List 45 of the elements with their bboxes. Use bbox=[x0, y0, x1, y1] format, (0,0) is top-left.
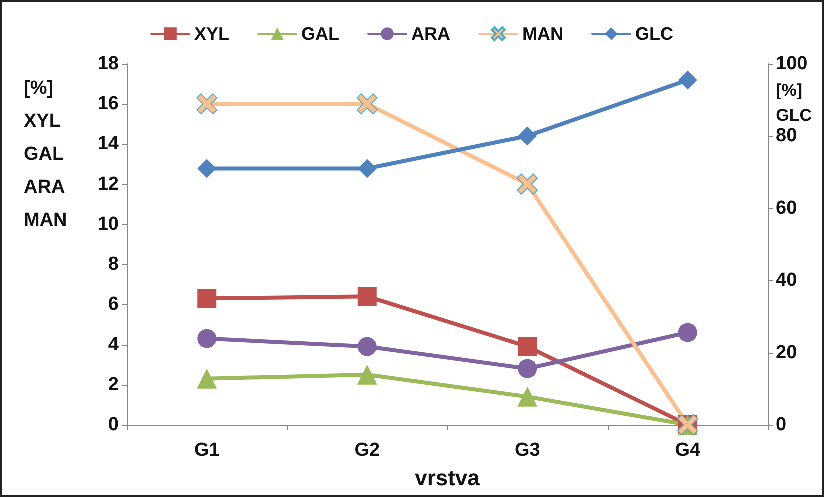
point bbox=[198, 289, 217, 308]
point bbox=[358, 337, 377, 356]
y2-tick-label: 100 bbox=[776, 54, 808, 74]
legend-label: ARA bbox=[412, 24, 451, 44]
point bbox=[517, 174, 538, 195]
point bbox=[678, 70, 698, 90]
point bbox=[196, 94, 218, 115]
legend-label: GAL bbox=[302, 24, 340, 44]
y2-axis-title: [%] GLC bbox=[776, 81, 812, 125]
point bbox=[198, 329, 217, 348]
y-tick-label: 8 bbox=[108, 254, 119, 276]
point bbox=[197, 368, 218, 389]
x-tick-label: G3 bbox=[514, 440, 540, 461]
y-tick-label: 6 bbox=[108, 294, 119, 316]
point bbox=[518, 126, 538, 146]
y-tick-label: 4 bbox=[108, 334, 120, 356]
y-tick-label: 0 bbox=[108, 414, 119, 436]
y-axis-title: [%] XYL GAL ARA MAN bbox=[24, 78, 68, 231]
y-tick-label: 14 bbox=[98, 134, 120, 155]
x-axis-title: vrstva bbox=[415, 466, 481, 490]
y-tick-label: 18 bbox=[98, 54, 119, 74]
point bbox=[198, 159, 217, 178]
y2-tick-label: 80 bbox=[776, 126, 798, 147]
point bbox=[357, 364, 378, 385]
point bbox=[356, 94, 378, 115]
point bbox=[518, 386, 538, 407]
legend-label: XYL bbox=[194, 24, 230, 44]
y-tick-label: 10 bbox=[98, 214, 119, 235]
point bbox=[358, 159, 377, 178]
point bbox=[358, 287, 377, 306]
y-tick-label: 12 bbox=[98, 174, 119, 195]
point bbox=[678, 323, 698, 342]
y-tick-label: 2 bbox=[108, 374, 119, 396]
point bbox=[518, 359, 538, 378]
y2-tick-label: 20 bbox=[776, 342, 798, 364]
x-tick-label: G4 bbox=[675, 440, 701, 461]
y2-tick-label: 60 bbox=[776, 198, 798, 219]
x-tick-label: G2 bbox=[354, 440, 380, 461]
y-tick-label: 16 bbox=[98, 94, 119, 115]
y2-tick-label: 0 bbox=[776, 414, 787, 436]
point bbox=[518, 337, 538, 356]
x-tick-label: G1 bbox=[194, 440, 220, 461]
y2-tick-label: 40 bbox=[776, 270, 798, 292]
legend-label: MAN bbox=[522, 24, 564, 44]
legend-label: GLC bbox=[636, 24, 674, 44]
